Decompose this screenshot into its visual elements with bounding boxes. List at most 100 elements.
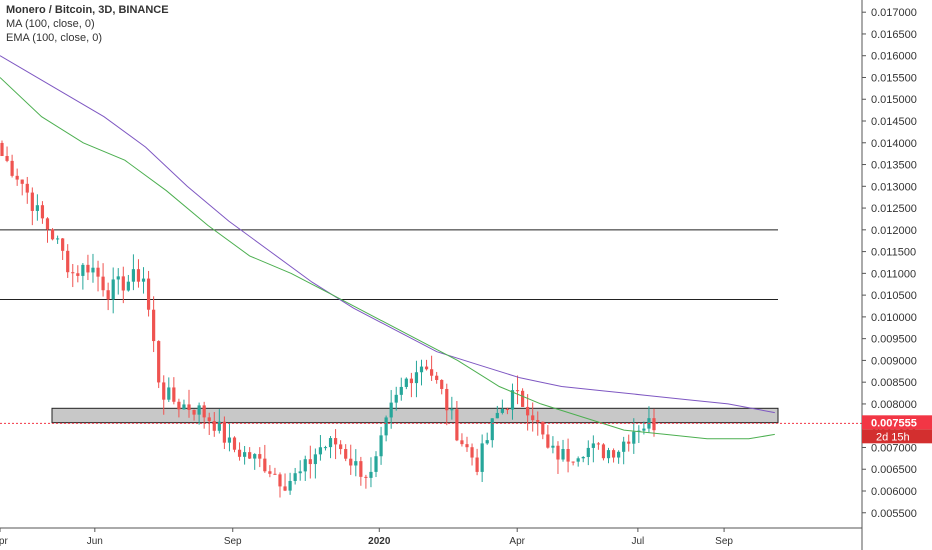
- candle-body: [121, 276, 125, 291]
- candle-body: [435, 375, 439, 380]
- candle-body: [581, 456, 585, 459]
- candle-body: [460, 440, 464, 445]
- y-tick-label: 0.016500: [871, 29, 917, 41]
- candle-body: [389, 402, 393, 418]
- candle-body: [328, 438, 333, 448]
- candle-body: [81, 264, 85, 276]
- candle-body: [344, 449, 348, 459]
- candle-body: [399, 386, 403, 395]
- candle-body: [248, 452, 252, 459]
- candle-body: [576, 458, 580, 462]
- candle-body: [536, 420, 540, 422]
- y-tick-label: 0.012000: [871, 225, 917, 237]
- candle-body: [445, 388, 449, 411]
- x-tick-label: Apr: [0, 536, 8, 547]
- candle-body: [531, 415, 535, 421]
- price-tag-value: 0.007555: [871, 417, 917, 429]
- candle-body: [490, 418, 494, 441]
- candle-body: [212, 421, 216, 431]
- candle-body: [313, 454, 317, 465]
- y-tick-label: 0.016000: [871, 51, 917, 63]
- candle-body: [237, 449, 242, 457]
- candle-body: [10, 160, 14, 176]
- candle-body: [146, 278, 151, 310]
- candle-body: [162, 382, 166, 400]
- candle-body: [384, 417, 388, 436]
- candle-body: [268, 471, 272, 474]
- candle-body: [541, 421, 545, 435]
- candle-body: [495, 412, 499, 419]
- y-tick-label: 0.011000: [871, 268, 916, 280]
- candle-body: [50, 229, 55, 240]
- candle-body: [25, 183, 29, 193]
- x-tick-label: Jun: [87, 536, 103, 547]
- candle-body: [419, 366, 424, 373]
- candle-body: [617, 451, 621, 458]
- candle-body: [359, 461, 363, 477]
- candle-body: [5, 156, 9, 161]
- ma-line: [0, 55, 775, 414]
- y-tick-label: 0.006500: [871, 464, 917, 476]
- candle-body: [369, 471, 373, 478]
- y-tick-label: 0.014000: [871, 138, 917, 150]
- candle-body: [172, 387, 176, 402]
- legend-ma: MA (100, close, 0): [6, 18, 95, 30]
- candle-body: [475, 457, 479, 472]
- candle-body: [66, 250, 70, 273]
- candle-body: [167, 387, 171, 400]
- candle-body: [333, 438, 338, 445]
- candle-body: [278, 474, 282, 487]
- y-tick-label: 0.010500: [871, 290, 917, 302]
- candle-body: [283, 486, 287, 491]
- candle-body: [303, 459, 307, 472]
- candle-body: [35, 205, 39, 211]
- candle-body: [480, 443, 484, 472]
- candle-body: [652, 418, 656, 431]
- x-tick-label: 2020: [368, 536, 391, 547]
- price-tag: [862, 415, 932, 430]
- candle-body: [136, 269, 141, 282]
- y-tick-label: 0.017000: [871, 7, 917, 19]
- candle-body: [374, 456, 378, 472]
- candle-body: [45, 218, 50, 230]
- candle-body: [551, 445, 555, 448]
- candle-body: [404, 378, 408, 387]
- candle-body: [96, 267, 100, 277]
- candle-body: [217, 421, 221, 431]
- y-tick-label: 0.015000: [871, 94, 917, 106]
- candle-body: [197, 405, 201, 415]
- candle-body: [430, 369, 434, 376]
- candle-body: [308, 459, 312, 465]
- candle-body: [450, 409, 454, 411]
- candle-body: [20, 179, 24, 184]
- candle-body: [622, 441, 626, 452]
- candle-body: [379, 435, 383, 457]
- candle-body: [339, 444, 343, 450]
- y-tick-label: 0.013500: [871, 160, 917, 172]
- candle-body: [561, 448, 565, 460]
- candle-body: [349, 458, 353, 466]
- candle-body: [101, 276, 105, 291]
- candle-body: [632, 431, 636, 444]
- x-tick-label: Sep: [715, 536, 733, 547]
- y-tick-label: 0.013000: [871, 181, 917, 193]
- legend-title: Monero / Bitcoin, 3D, BINANCE: [6, 4, 169, 16]
- candle-body: [515, 390, 520, 392]
- candle-body: [520, 390, 525, 407]
- candle-body: [207, 417, 211, 422]
- candle-body: [263, 458, 267, 472]
- candle-body: [424, 366, 429, 370]
- y-tick-label: 0.009000: [871, 355, 917, 367]
- candle-body: [187, 404, 191, 410]
- candle-body: [591, 443, 595, 448]
- y-tick-label: 0.012500: [871, 203, 917, 215]
- x-tick-label: Jul: [631, 536, 644, 547]
- candle-body: [232, 437, 237, 450]
- y-tick-label: 0.011500: [871, 247, 916, 259]
- candle-body: [182, 404, 186, 410]
- candle-body: [298, 471, 302, 474]
- y-tick-label: 0.009500: [871, 334, 917, 346]
- y-tick-label: 0.015500: [871, 72, 917, 84]
- candle-body: [409, 378, 413, 384]
